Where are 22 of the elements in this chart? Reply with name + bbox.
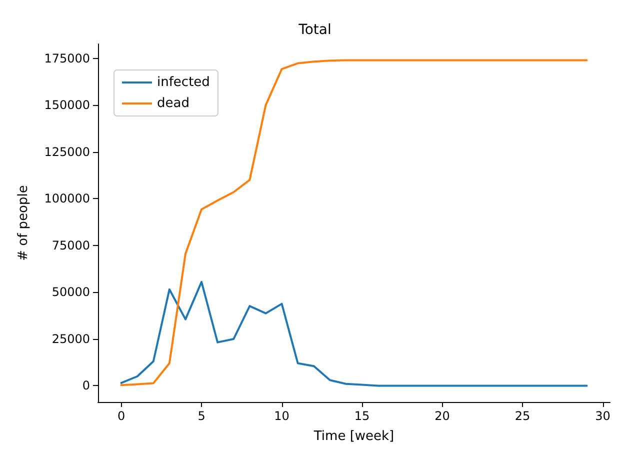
y-tick-label: 0 bbox=[82, 378, 90, 393]
line-series bbox=[120, 280, 588, 387]
y-axis-title: # of people bbox=[16, 185, 31, 261]
y-tick-label: 125000 bbox=[44, 144, 90, 159]
y-tick-label: 50000 bbox=[52, 285, 90, 300]
y-tick-label: 75000 bbox=[52, 238, 90, 252]
x-tick-label: 15 bbox=[354, 409, 370, 423]
x-tick-label: 30 bbox=[595, 409, 610, 423]
y-tick-label: 100000 bbox=[44, 192, 90, 206]
x-tick-label: 5 bbox=[198, 409, 206, 423]
line-series bbox=[120, 59, 588, 386]
x-tick-label: 10 bbox=[274, 409, 290, 423]
y-tick-label: 150000 bbox=[44, 98, 90, 112]
x-tick-label: 25 bbox=[514, 409, 530, 423]
y-tick-label: 175000 bbox=[44, 51, 90, 66]
x-tick-label: 20 bbox=[434, 409, 450, 423]
legend-label: dead bbox=[157, 96, 190, 111]
legend-label: infected bbox=[157, 75, 210, 90]
y-tick-label: 25000 bbox=[52, 332, 90, 346]
chart-title: Total bbox=[298, 22, 332, 38]
x-tick-label: 0 bbox=[117, 409, 126, 423]
x-axis-title: Time [week] bbox=[312, 429, 394, 444]
